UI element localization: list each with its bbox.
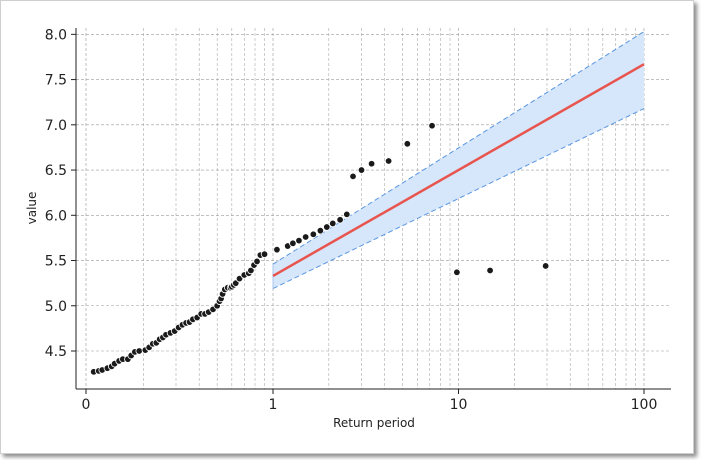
- y-tick-label: 7.5: [45, 73, 67, 89]
- data-point: [316, 226, 325, 235]
- data-point: [309, 230, 318, 238]
- y-axis-label: value: [25, 192, 39, 225]
- y-tick-label: 4.5: [45, 344, 67, 360]
- x-tick-label: 1: [269, 397, 278, 413]
- data-point: [289, 239, 297, 248]
- y-tick-label: 7.0: [45, 118, 67, 134]
- data-point: [301, 233, 310, 241]
- y-tick-label: 6.5: [45, 163, 67, 179]
- data-point: [428, 122, 436, 130]
- data-point: [135, 347, 143, 355]
- data-point: [253, 257, 261, 266]
- data-point: [453, 268, 461, 276]
- data-point: [384, 157, 393, 165]
- y-tick-label: 5.0: [45, 299, 67, 315]
- x-tick-label: 10: [450, 397, 468, 413]
- data-point: [343, 210, 351, 219]
- fit-line-layer: [272, 63, 645, 277]
- tick-labels: 0 1 10 100 4.5 5.0 5.5 6.0 6.5 7.0 7.5 8.0: [45, 27, 658, 413]
- data-point: [349, 172, 357, 181]
- x-tick-label: 0: [82, 397, 91, 413]
- data-point: [486, 266, 494, 275]
- data-point: [403, 140, 412, 148]
- data-point: [247, 266, 255, 275]
- data-point: [357, 166, 366, 174]
- fit-line: [272, 63, 645, 277]
- data-point: [273, 245, 281, 254]
- y-tick-label: 6.0: [45, 208, 67, 224]
- data-point: [329, 219, 337, 228]
- data-points: [90, 122, 550, 376]
- data-point: [323, 223, 331, 231]
- axes: [75, 28, 671, 390]
- y-tick-label: 5.5: [45, 254, 67, 270]
- data-point: [295, 236, 303, 245]
- data-point: [336, 216, 344, 224]
- y-tick-label: 8.0: [45, 27, 67, 43]
- x-tick-label: 100: [631, 397, 658, 413]
- major-grid: [76, 28, 671, 389]
- x-axis-label: Return period: [333, 416, 415, 430]
- lower-bound-line: [272, 108, 645, 290]
- data-point: [260, 250, 269, 258]
- data-point: [367, 160, 376, 168]
- data-point: [541, 262, 550, 270]
